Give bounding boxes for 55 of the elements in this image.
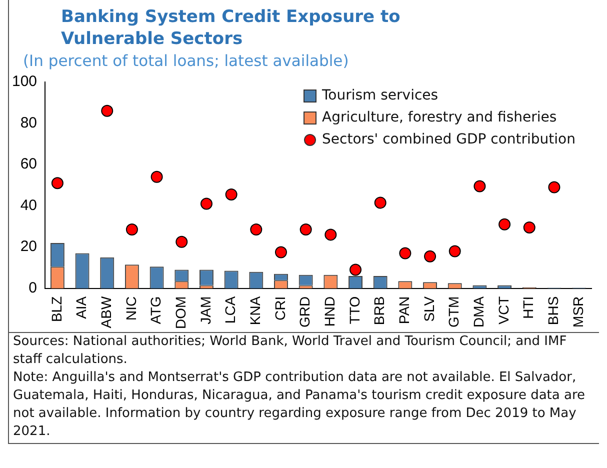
source-note: Sources: National authorities; World Bank, World Travel and Tourism Council; and IMF staff calculations.: [13, 333, 568, 369]
point: [448, 245, 461, 258]
point: [150, 170, 163, 183]
y-tick-label: 80: [20, 114, 38, 132]
y-tick-label: 60: [20, 156, 38, 173]
point: [200, 198, 212, 210]
x-tick-label: DMA: [470, 296, 487, 328]
point: [424, 250, 436, 262]
legend-label: Tourism services: [321, 88, 438, 104]
point: [274, 246, 287, 258]
point: [225, 188, 238, 200]
x-tick-label: JAM: [197, 296, 214, 324]
x-tick-label: VCT: [495, 296, 512, 324]
x-tick-label: BLZ: [48, 296, 64, 322]
point: [498, 218, 511, 230]
y-tick-label: 0: [28, 279, 38, 296]
x-tick-label: MSR: [570, 296, 586, 328]
x-tick-label: BRB: [371, 296, 388, 326]
point: [126, 224, 138, 236]
point: [324, 228, 337, 241]
point: [350, 264, 362, 276]
x-tick-label: KNA: [247, 296, 264, 326]
point: [399, 247, 412, 260]
point: [101, 104, 114, 117]
x-tick-label: LCA: [222, 296, 238, 324]
x-tick-label: BHS: [545, 296, 562, 326]
x-tick-label: PAN: [396, 296, 412, 324]
legend-label: Agriculture, forestry and fisheries: [322, 110, 557, 126]
y-tick-label: 100: [12, 73, 38, 90]
x-tick-label: GTM: [446, 296, 462, 328]
x-tick-label: NIC: [122, 296, 139, 320]
chart-subtitle: (In percent of total loans; latest available): [22, 51, 350, 70]
x-tick-label: ATG: [148, 296, 164, 324]
point: [474, 180, 486, 192]
point: [176, 236, 188, 248]
point: [523, 221, 536, 234]
x-tick-label: AIA: [73, 296, 90, 319]
point: [250, 224, 262, 236]
x-tick-label: TTO: [346, 296, 362, 324]
x-tick-label: DOM: [172, 296, 188, 330]
x-tick-label: HND: [322, 296, 338, 327]
x-tick-label: CRI: [272, 296, 288, 320]
point: [374, 196, 386, 209]
x-tick-label: HTI: [520, 296, 536, 319]
point: [51, 177, 64, 190]
y-tick-label: 40: [20, 196, 38, 214]
x-tick-label: SLV: [420, 296, 437, 322]
text: Note: Anguilla's and Montserrat's GDP contribution data are not available. El Salvador, Guatemala, Haiti, Honduras, Nicaragua, and Panama's tourism credit exposure data are not available. Information by country regarding exposure range from Dec 2019 to May 2021.: [13, 369, 586, 441]
x-tick-label: ABW: [98, 296, 114, 328]
point: [548, 181, 560, 194]
point: [300, 224, 312, 236]
legend-label: Sectors' combined GDP contribution: [322, 132, 576, 148]
y-tick-label: 20: [20, 238, 38, 256]
chart-title: Banking System Credit Exposure to Vulnerable Sectors: [60, 6, 402, 50]
x-tick-label: GRD: [296, 296, 313, 328]
